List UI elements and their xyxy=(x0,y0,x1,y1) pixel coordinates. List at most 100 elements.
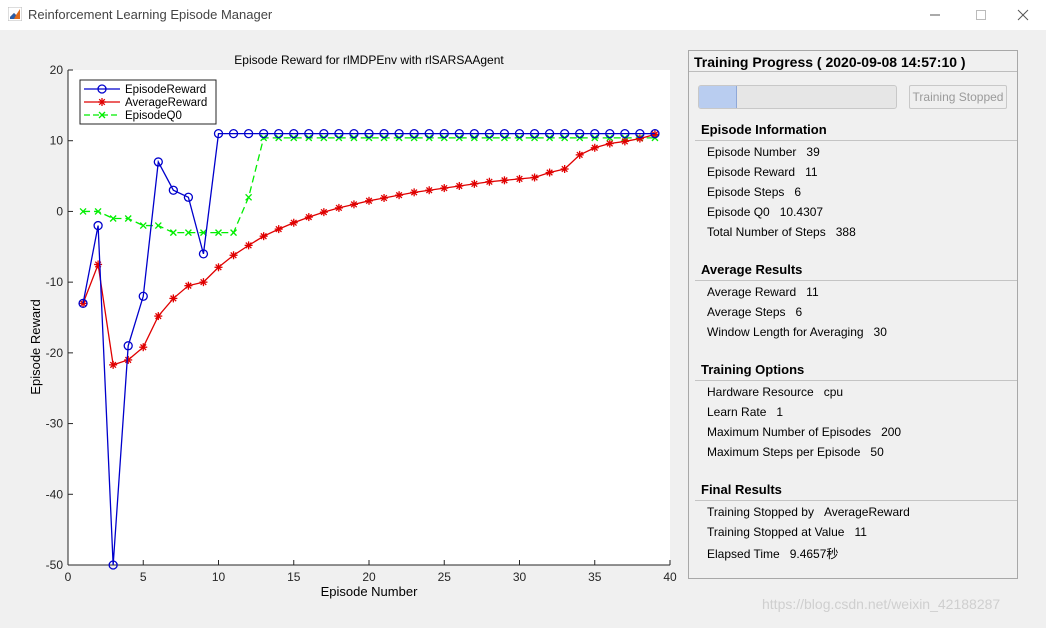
x-tick-label: 35 xyxy=(588,570,602,584)
data-point xyxy=(454,128,464,139)
data-point xyxy=(425,186,434,195)
info-row: Total Number of Steps 388 xyxy=(707,225,856,239)
data-point xyxy=(395,191,404,200)
data-point xyxy=(605,128,615,139)
data-point xyxy=(349,128,359,139)
data-point xyxy=(123,341,133,351)
data-point xyxy=(590,143,599,152)
info-row: Elapsed Time 9.4657秒 xyxy=(707,547,839,561)
data-point xyxy=(439,128,449,139)
data-point xyxy=(109,360,118,369)
data-point xyxy=(169,294,178,303)
data-point xyxy=(544,128,555,139)
series-line xyxy=(83,137,655,234)
data-point xyxy=(153,157,163,167)
y-tick-label: 20 xyxy=(50,63,64,77)
data-point xyxy=(410,188,419,197)
y-tick-label: 10 xyxy=(50,134,64,148)
data-point xyxy=(484,128,495,139)
y-tick-label: 0 xyxy=(56,204,63,218)
x-tick-label: 20 xyxy=(362,570,376,584)
data-point xyxy=(229,251,238,260)
data-point xyxy=(228,128,239,139)
divider xyxy=(689,71,1017,72)
data-point xyxy=(319,128,329,139)
legend-label: AverageReward xyxy=(125,97,207,109)
data-point xyxy=(349,200,358,209)
info-row: Episode Number 39 xyxy=(707,145,820,159)
data-point xyxy=(500,176,509,185)
data-point xyxy=(108,560,118,570)
close-icon xyxy=(1017,9,1029,21)
data-point xyxy=(379,128,389,139)
divider xyxy=(695,140,1017,141)
maximize-button[interactable] xyxy=(958,0,1004,30)
panel-title: Training Progress ( 2020-09-08 14:57:10 … xyxy=(694,54,966,70)
data-point xyxy=(259,232,268,241)
data-point xyxy=(154,312,163,321)
data-point xyxy=(560,165,569,173)
y-tick-label: -30 xyxy=(46,417,64,431)
divider xyxy=(695,280,1017,281)
info-row: Learn Rate 1 xyxy=(707,405,784,419)
y-tick-label: -20 xyxy=(46,346,64,360)
data-point xyxy=(620,128,630,139)
data-point xyxy=(98,111,106,119)
info-row: Episode Q0 10.4307 xyxy=(707,205,824,219)
data-point xyxy=(78,298,88,309)
data-point xyxy=(575,128,585,139)
data-point xyxy=(184,229,192,237)
watermark: https://blog.csdn.net/weixin_42188287 xyxy=(762,596,1001,612)
progress-fill xyxy=(699,86,738,108)
data-point xyxy=(289,128,299,139)
legend-label: EpisodeQ0 xyxy=(125,110,182,122)
data-point xyxy=(394,128,404,139)
series-averagereward xyxy=(79,130,659,369)
info-row: Training Stopped at Value 11 xyxy=(707,525,867,539)
minimize-button[interactable] xyxy=(912,0,958,30)
legend-item: EpisodeReward xyxy=(84,84,206,96)
chart-ylabel: Episode Reward xyxy=(28,299,43,394)
data-point xyxy=(183,192,194,202)
info-row: Average Steps 6 xyxy=(707,305,803,319)
data-point xyxy=(469,128,480,139)
data-point xyxy=(635,128,645,139)
data-point xyxy=(334,203,343,212)
data-point xyxy=(590,128,600,139)
chart-xlabel: Episode Number xyxy=(321,584,418,599)
series-episodereward xyxy=(78,128,660,570)
legend-item: EpisodeQ0 xyxy=(84,110,182,122)
data-point xyxy=(79,207,87,215)
data-point xyxy=(545,168,554,177)
data-point xyxy=(94,207,102,215)
training-stopped-button[interactable]: Training Stopped xyxy=(909,85,1007,109)
info-row: Training Stopped by AverageReward xyxy=(707,505,910,519)
data-point xyxy=(274,128,284,139)
data-point xyxy=(244,241,253,250)
data-point xyxy=(93,220,103,231)
data-point xyxy=(184,281,193,290)
matlab-logo-icon xyxy=(8,7,22,21)
window-title: Reinforcement Learning Episode Manager xyxy=(28,7,273,22)
maximize-icon xyxy=(976,10,986,20)
data-point xyxy=(365,196,373,205)
data-point xyxy=(199,278,208,287)
info-row: Hardware Resource cpu xyxy=(707,385,844,399)
data-point xyxy=(529,128,540,139)
x-tick-label: 10 xyxy=(212,570,226,584)
info-row: Average Reward 11 xyxy=(707,285,819,299)
data-point xyxy=(470,179,479,188)
data-point xyxy=(169,229,177,237)
plot-area xyxy=(68,70,670,565)
close-button[interactable] xyxy=(1000,0,1046,30)
info-row: Maximum Steps per Episode 50 xyxy=(707,445,884,459)
data-point xyxy=(650,128,660,139)
reward-plot: 0 5 10 15 20 25 30 35 40 20 10 0 -10 -20 -30 -40 -50 Epi… xyxy=(0,30,680,623)
data-point xyxy=(560,128,570,139)
data-point xyxy=(168,185,179,195)
divider xyxy=(695,500,1017,501)
data-point xyxy=(575,150,584,159)
info-row: Window Length for Averaging 30 xyxy=(707,325,887,339)
x-tick-label: 30 xyxy=(513,570,527,584)
data-point xyxy=(440,184,449,193)
